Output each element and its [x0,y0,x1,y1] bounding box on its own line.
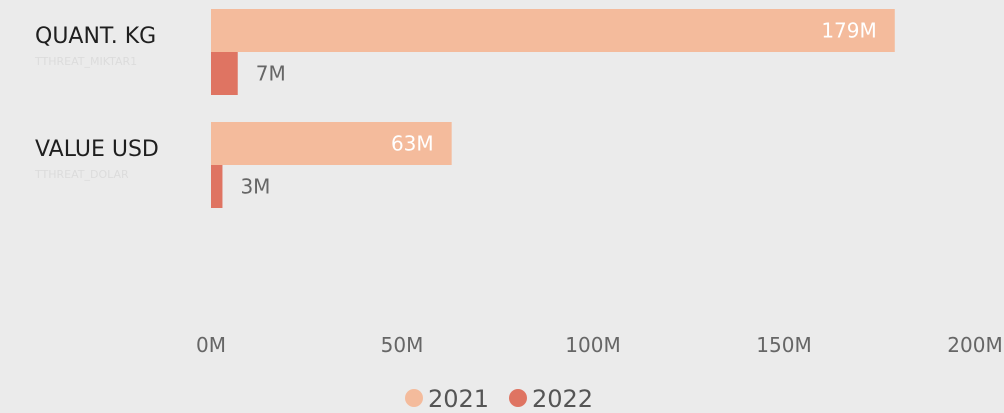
x-tick-label: 100M [565,333,620,357]
x-tick-label: 150M [756,333,811,357]
data-label: 63M [391,132,434,156]
bar-2021-1[interactable] [211,122,452,165]
x-tick-label: 50M [381,333,424,357]
bar-2021-0[interactable] [211,9,895,52]
category-sublabel: TTHREAT_DOLAR [34,168,129,181]
category-label: QUANT. KG [35,24,156,49]
x-tick-label: 200M [947,333,1002,357]
category-label: VALUE USD [35,137,159,162]
data-label: 3M [240,175,270,199]
legend-marker-2021[interactable] [405,389,423,407]
legend-label[interactable]: 2022 [532,385,593,413]
bar-2022-1[interactable] [211,165,223,208]
legend-marker-2022[interactable] [509,389,527,407]
x-tick-label: 0M [196,333,226,357]
data-label: 7M [256,62,286,86]
data-label: 179M [821,19,876,43]
category-sublabel: TTHREAT_MIKTAR1 [34,55,137,68]
bar-2022-0[interactable] [211,52,238,95]
legend-label[interactable]: 2021 [428,385,489,413]
